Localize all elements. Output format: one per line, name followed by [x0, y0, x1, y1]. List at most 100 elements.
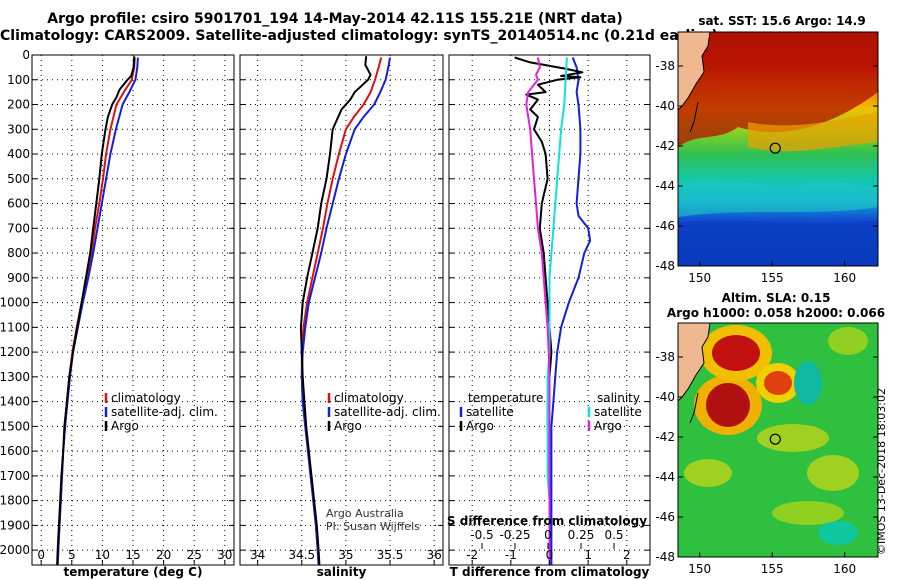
- x-tick-label-0: 34: [250, 548, 265, 562]
- map-y-label-1: -40: [655, 390, 675, 404]
- argo-float-marker: [769, 433, 781, 445]
- argo-float-marker: [769, 142, 781, 154]
- sla-map-title: Altim. SLA: 0.15: [722, 291, 831, 305]
- series-line-0: [550, 57, 592, 565]
- x-tick-label-2: 0: [546, 548, 554, 562]
- y-tick-label-20: 2000: [0, 543, 30, 557]
- y-tick-label-7: 700: [7, 221, 30, 235]
- series-line-1: [56, 57, 139, 566]
- figure-subtitle: Climatology: CARS2009. Satellite-adjuste…: [0, 28, 718, 44]
- sla-anomaly-10: [828, 327, 868, 355]
- sst-map: -38 -40 -42 -44 -46 -48 150 155 160 sat. SST: 15.…: [655, 14, 879, 285]
- map-y-label-2: -42: [655, 139, 675, 153]
- x-tick-label-3: 15: [125, 548, 140, 562]
- profile-panel-3: -2 -1 0 1 2 T difference from climatology temp…: [447, 54, 651, 579]
- legend-right-label-1: Argo: [594, 419, 622, 433]
- legend-label-0: satellite: [466, 405, 514, 419]
- sla-anomaly-4: [807, 455, 859, 491]
- series-line-3: [525, 57, 551, 565]
- panel-frame: [239, 54, 444, 566]
- x-tick-label-2: 10: [95, 548, 110, 562]
- y-tick-label-19: 1900: [0, 518, 30, 532]
- x-tick-label-0: 0: [37, 548, 45, 562]
- x-tick-label-1: 5: [68, 548, 76, 562]
- x-tick-label-1: 34.5: [288, 548, 315, 562]
- x2-tick-label-2: 0: [544, 528, 552, 542]
- legend-label-1: satellite-adj. clim.: [334, 405, 441, 419]
- legend-title-temperature: temperature: [468, 391, 543, 405]
- map-x-label-0: 150: [688, 271, 711, 285]
- legend-label-1: satellite-adj. clim.: [111, 405, 218, 419]
- map-x-label-1: 155: [761, 562, 784, 576]
- map-x-label-1: 155: [761, 271, 784, 285]
- map-field: [678, 323, 878, 557]
- x-tick-label-4: 20: [156, 548, 171, 562]
- x-axis-label: T difference from climatology: [450, 565, 650, 579]
- legend-title-salinity: salinity: [597, 391, 640, 405]
- series-line-1: [300, 57, 391, 566]
- x-tick-label-6: 30: [217, 548, 232, 562]
- x-tick-label-1: -1: [505, 548, 517, 562]
- map-y-label-3: -44: [655, 470, 675, 484]
- x-tick-label-5: 25: [187, 548, 202, 562]
- map-x-label-2: 160: [833, 271, 856, 285]
- map-y-label-0: -38: [655, 59, 675, 73]
- annotation-line-1: PI: Susan Wijffels: [326, 520, 420, 533]
- y-tick-label-0: 0: [22, 48, 30, 62]
- sla-anomaly-8: [684, 459, 732, 487]
- y-tick-label-10: 1000: [0, 296, 30, 310]
- map-y-label-3: -44: [655, 179, 675, 193]
- y-tick-label-16: 1600: [0, 444, 30, 458]
- sla-anomaly-9: [794, 361, 822, 405]
- x-tick-label-4: 36: [427, 548, 442, 562]
- legend-label-1: Argo: [466, 419, 494, 433]
- y-tick-label-12: 1200: [0, 345, 30, 359]
- orange-band: [748, 112, 878, 152]
- map-y-label-5: -48: [655, 550, 675, 564]
- y-tick-label-1: 100: [7, 73, 30, 87]
- legend-right-label-0: satellite: [594, 405, 642, 419]
- x-tick-label-3: 1: [584, 548, 592, 562]
- land-tasmania: [678, 32, 711, 111]
- y-tick-label-17: 1700: [0, 469, 30, 483]
- map-y-label-5: -48: [655, 259, 675, 273]
- y-tick-label-14: 1400: [0, 395, 30, 409]
- x-axis-label: salinity: [317, 565, 367, 579]
- map-field: [678, 32, 878, 266]
- x2-tick-label-3: 0.25: [568, 528, 595, 542]
- map-frame: [677, 322, 879, 558]
- annotation-line-0: Argo Australia: [326, 507, 404, 520]
- series-line-2: [299, 56, 372, 566]
- profile-panel-1: 0 5 10 15 20 25 30 temperature (deg C) 0 100 200 30…: [0, 48, 235, 579]
- x-tick-label-3: 35.5: [377, 548, 404, 562]
- map-y-label-2: -42: [655, 430, 675, 444]
- coastline-fragment: [689, 392, 699, 424]
- y-tick-label-15: 1500: [0, 419, 30, 433]
- map-x-label-0: 150: [688, 562, 711, 576]
- profile-panel-2: 34 34.5 35 35.5 36 salinity climatologysatelli…: [239, 54, 444, 579]
- cold-water: [678, 220, 878, 266]
- x2-tick-label-4: 0.5: [604, 528, 623, 542]
- y-tick-label-8: 800: [7, 246, 30, 260]
- figure-title: Argo profile: csiro 5901701_194 14-May-2…: [47, 11, 623, 27]
- sla-anomaly-12: [764, 371, 792, 395]
- map-frame: [677, 31, 879, 267]
- legend-label-0: climatology: [111, 391, 181, 405]
- y-tick-label-5: 500: [7, 172, 30, 186]
- legend-label-0: climatology: [334, 391, 404, 405]
- warm-water: [678, 32, 878, 147]
- land-tasmania: [678, 323, 711, 402]
- map-x-label-2: 160: [833, 562, 856, 576]
- x-axis-label-salinity-diff: S difference from climatology: [447, 514, 647, 528]
- series-line-0: [56, 57, 136, 566]
- cool-band: [678, 179, 878, 217]
- map-y-label-4: -46: [655, 510, 675, 524]
- x-axis-label: temperature (deg C): [64, 565, 203, 579]
- sla-anomaly-3: [706, 383, 750, 427]
- series-line-2: [56, 56, 136, 566]
- y-tick-label-4: 400: [7, 147, 30, 161]
- y-tick-label-18: 1800: [0, 494, 30, 508]
- legend-label-2: Argo: [111, 419, 139, 433]
- sla-map: -38 -40 -42 -44 -46 -48 150 155 160 Altim. SLA: 0…: [655, 291, 885, 576]
- sla-anomaly-2: [757, 424, 829, 452]
